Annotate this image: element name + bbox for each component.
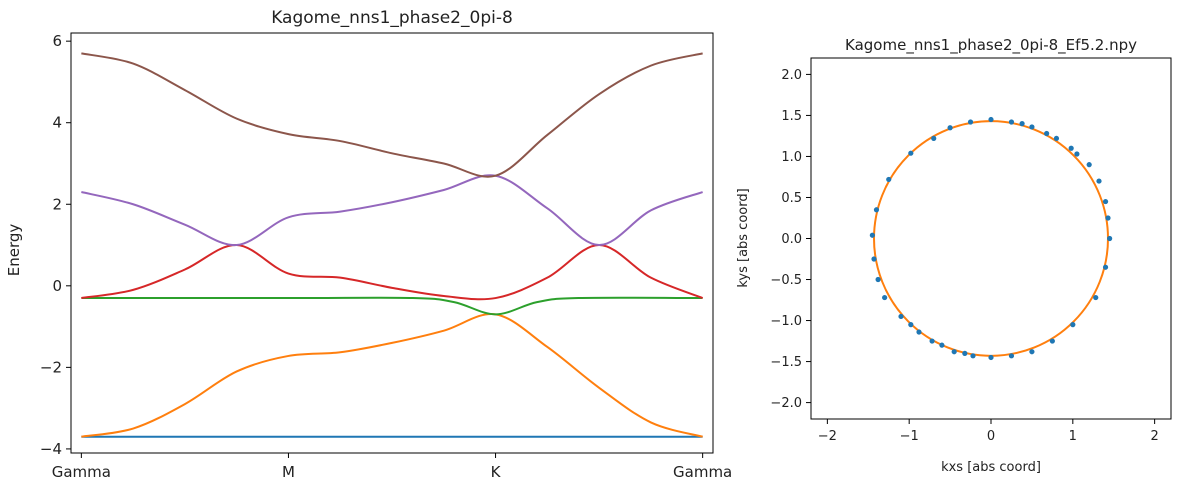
fermi-point (988, 116, 994, 123)
fermi-point (951, 349, 957, 355)
fermi-point (882, 294, 888, 301)
fermi-point (1029, 349, 1035, 355)
right-chart-xlabel: kxs [abs coord] (941, 460, 1041, 475)
fermi-point (1086, 162, 1092, 168)
fermi-point (871, 256, 877, 262)
left-x-tick-label: Gamma (673, 463, 732, 481)
left-x-tick-label: Gamma (52, 463, 111, 481)
fermi-point (1107, 235, 1113, 242)
band-line-6 (81, 52, 703, 178)
left-x-tick-label: M (282, 463, 295, 481)
left-y-tick-label: 2 (52, 195, 62, 213)
fermi-point (1096, 178, 1102, 184)
right-x-tick-label: 0 (987, 429, 995, 444)
fermi-point (908, 322, 914, 328)
fermi-point (898, 313, 904, 320)
right-chart-ylabel: kys [abs coord] (736, 188, 751, 287)
band-structure-chart: Kagome_nns1_phase2_0pi-8 Energy Gamma M K G… (5, 8, 732, 481)
right-y-tick-label: −1.5 (770, 355, 802, 370)
right-y-tick-label: 0.5 (781, 191, 802, 206)
right-x-tick-label: 1 (1069, 429, 1077, 444)
right-y-tick-label: 1.5 (781, 109, 802, 124)
left-y-tick-label: 4 (52, 114, 62, 132)
fermi-point (1053, 135, 1060, 142)
left-y-tick-label: −2 (40, 358, 62, 376)
fermi-point (962, 350, 968, 356)
fermi-point (988, 354, 994, 361)
left-x-tick-label: K (491, 463, 502, 481)
right-y-tick-label: −1.0 (770, 314, 802, 329)
fermi-point (1049, 338, 1055, 344)
right-series-group (869, 116, 1113, 361)
right-chart-title: Kagome_nns1_phase2_0pi-8_Ef5.2.npy (845, 36, 1137, 55)
fermi-point (908, 150, 914, 156)
fermi-point (939, 342, 945, 348)
left-chart-title: Kagome_nns1_phase2_0pi-8 (271, 8, 513, 28)
fermi-point (947, 125, 953, 131)
fermi-point (929, 338, 935, 344)
left-y-tick-label: 0 (52, 277, 62, 295)
fermi-point (1102, 198, 1109, 205)
right-x-tick-label: 2 (1150, 429, 1158, 444)
fermi-point (1070, 322, 1076, 328)
left-y-tick-label: 6 (52, 32, 62, 50)
left-series-group (81, 52, 704, 438)
right-x-tick-label: −2 (818, 429, 837, 444)
band-line-3 (81, 296, 703, 316)
fermi-point (1093, 294, 1099, 301)
fermi-point (1102, 264, 1109, 270)
fermi-point (873, 207, 880, 213)
fermi-point (869, 232, 875, 238)
fit-circle (873, 120, 1109, 357)
left-y-tick-label: −4 (40, 440, 62, 458)
left-chart-ylabel: Energy (5, 224, 23, 277)
fermi-point (916, 329, 922, 335)
right-y-ticks: −2.0 −1.5 −1.0 −0.5 0.0 0.5 1.0 1.5 2.0 (770, 68, 811, 411)
right-x-ticks: −2 −1 0 1 2 (818, 419, 1159, 444)
right-x-tick-label: −1 (900, 429, 919, 444)
fermi-point (886, 176, 892, 183)
band-line-4 (81, 244, 704, 301)
band-line-2 (81, 313, 703, 438)
right-y-tick-label: −0.5 (770, 273, 802, 288)
left-chart-frame (70, 32, 714, 454)
band-line-5 (81, 174, 703, 247)
fermi-point (1008, 119, 1015, 125)
fermi-point (1008, 353, 1015, 359)
right-y-tick-label: 0.0 (781, 232, 802, 247)
fermi-point (931, 135, 937, 142)
fermi-point (967, 119, 974, 125)
fermi-surface-chart: Kagome_nns1_phase2_0pi-8_Ef5.2.npy kxs [… (736, 36, 1172, 475)
left-y-ticks: −4 −2 0 2 4 6 (40, 32, 71, 458)
fermi-point (875, 276, 881, 283)
fermi-point (1044, 130, 1050, 137)
fermi-point (1068, 145, 1074, 151)
right-y-tick-label: 2.0 (781, 68, 802, 83)
right-chart-frame (810, 57, 1172, 420)
right-y-tick-label: −2.0 (770, 396, 802, 411)
fermi-point (970, 353, 976, 359)
right-y-tick-label: 1.0 (781, 150, 802, 165)
fermi-point (1019, 121, 1025, 127)
left-x-ticks: Gamma M K Gamma (52, 453, 732, 481)
fermi-point (1074, 151, 1080, 157)
fermi-point (1105, 215, 1111, 221)
fermi-point (1029, 124, 1035, 130)
